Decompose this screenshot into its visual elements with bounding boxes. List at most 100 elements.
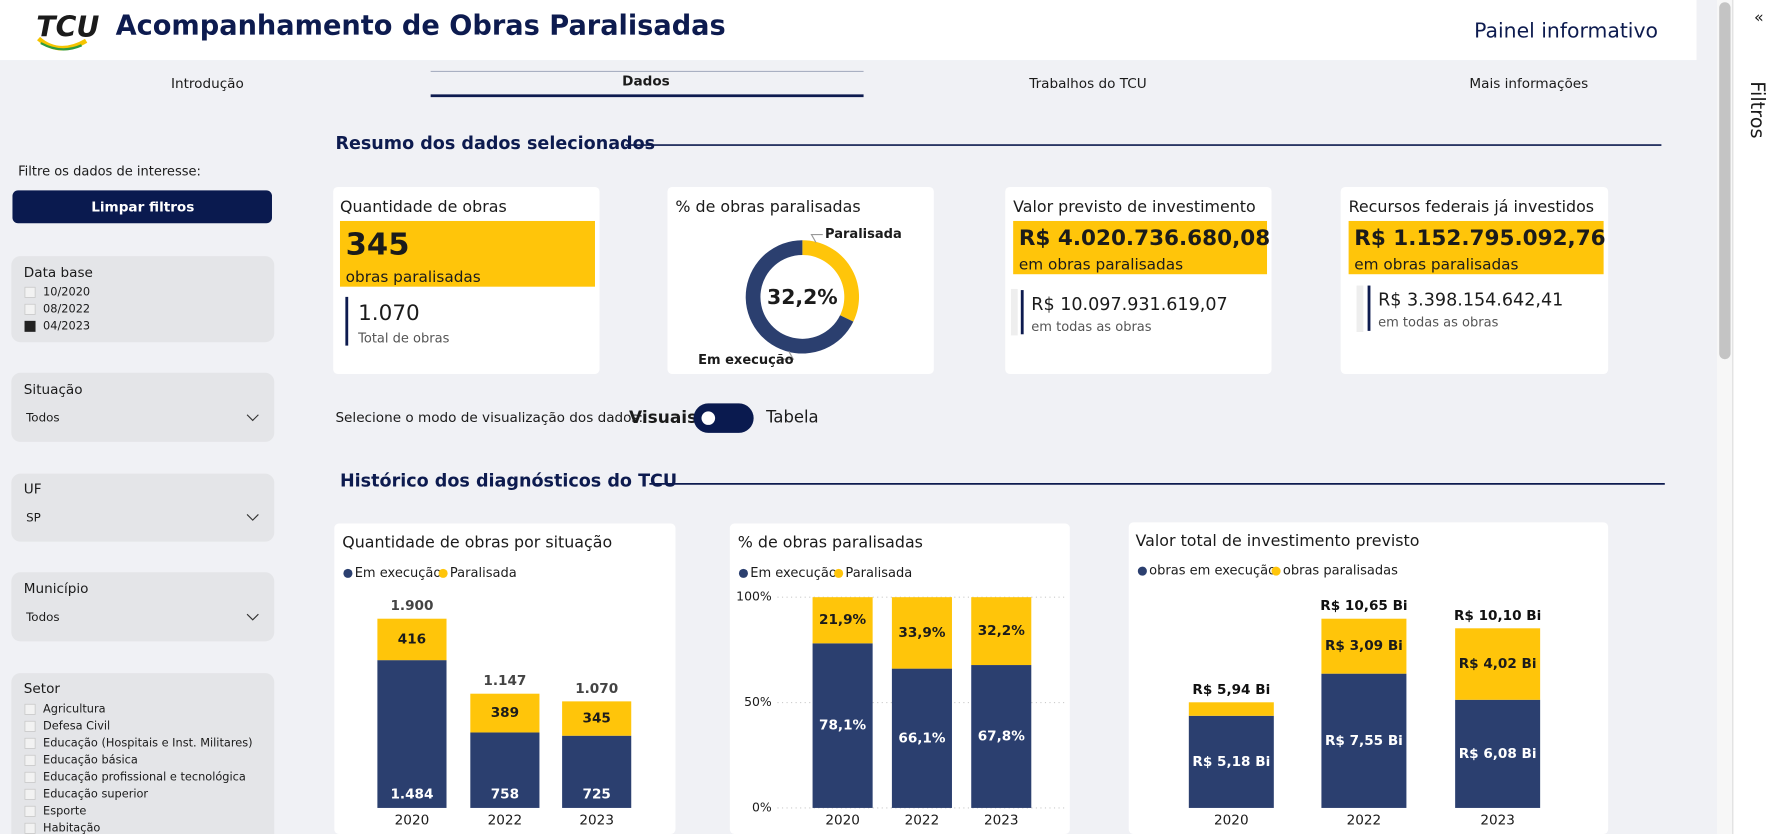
dropdown-value[interactable]: SP — [26, 510, 41, 524]
checkbox[interactable] — [24, 805, 36, 817]
data-label: 78,1% — [819, 718, 867, 734]
leader-line — [810, 233, 823, 243]
checkbox[interactable] — [24, 788, 36, 800]
x-tick-label: 2020 — [1214, 812, 1249, 828]
donut-center: 32,2% — [767, 285, 838, 309]
data-label: R$ 6,08 Bi — [1459, 746, 1537, 762]
total-value: R$ 3.398.154.642,41 — [1378, 290, 1563, 310]
data-label: 66,1% — [898, 730, 946, 746]
y-tick-label: 0% — [752, 799, 772, 814]
accent-shade — [1010, 288, 1018, 336]
dropdown-chevron[interactable] — [246, 613, 259, 621]
option-label[interactable]: Educação (Hospitais e Inst. Militares) — [43, 735, 252, 749]
option-label[interactable]: Habitação — [43, 820, 100, 834]
checkbox[interactable] — [24, 286, 36, 298]
data-label: 345 — [583, 711, 611, 727]
data-label: R$ 4,02 Bi — [1459, 656, 1537, 672]
filter-label: Situação — [24, 382, 83, 398]
total-label: R$ 10,65 Bi — [1320, 598, 1407, 614]
total-sub: em todas as obras — [1378, 315, 1499, 330]
view-toggle[interactable]: Visuais Tabela — [629, 403, 819, 433]
x-tick-label: 2020 — [825, 812, 860, 828]
option-label[interactable]: Educação superior — [43, 786, 148, 800]
checkbox[interactable] — [24, 771, 36, 783]
data-label: R$ 5,18 Bi — [1192, 754, 1270, 770]
legend-label: Paralisada — [845, 566, 912, 581]
option-label[interactable]: Agricultura — [43, 701, 106, 715]
total-label: 1.147 — [483, 673, 526, 689]
dropdown-chevron[interactable] — [246, 414, 259, 422]
filter-label: UF — [24, 482, 42, 498]
legend-swatch — [834, 568, 844, 578]
x-tick-label: 2023 — [984, 812, 1019, 828]
checkbox[interactable] — [24, 754, 36, 766]
checkbox[interactable] — [24, 303, 36, 315]
chart-title: % de obras paralisadas — [738, 532, 923, 551]
clear-button[interactable] — [12, 190, 272, 224]
tab[interactable]: Trabalhos do TCU — [1028, 76, 1146, 92]
slice-label: Em execução — [698, 353, 794, 368]
total-label: 1.900 — [390, 598, 433, 614]
card — [667, 186, 934, 374]
highlight-box — [1348, 220, 1604, 275]
legend-swatch — [1137, 566, 1147, 576]
checkbox[interactable] — [24, 737, 36, 749]
highlight-value: R$ 1.152.795.092,76 — [1354, 226, 1605, 251]
checkbox[interactable] — [24, 822, 36, 834]
x-tick-label: 2022 — [488, 812, 523, 828]
legend-label: Em execução — [355, 566, 442, 581]
logo: TCU — [36, 10, 99, 43]
bar-segment — [1321, 673, 1407, 808]
tab[interactable]: Dados — [622, 74, 670, 90]
collapse-icon[interactable]: « — [1754, 8, 1764, 27]
card-title: Valor previsto de investimento — [1013, 197, 1256, 216]
bar-segment — [470, 693, 540, 733]
bar-segment — [470, 732, 540, 808]
accent-shade — [1356, 285, 1364, 333]
bar-segment — [971, 665, 1032, 808]
toggle-knob[interactable] — [701, 411, 716, 425]
bar-segment — [562, 701, 632, 736]
data-label: 389 — [491, 705, 519, 721]
leader-line — [781, 350, 795, 360]
dropdown-chevron[interactable] — [246, 514, 259, 521]
scrollbar-thumb[interactable] — [1719, 2, 1731, 360]
section-title: Histórico dos diagnósticos do TCU — [340, 472, 677, 492]
bar-segment — [891, 597, 952, 669]
dropdown-value[interactable]: Todos — [25, 411, 60, 425]
y-tick-label: 50% — [744, 694, 772, 709]
toggle-option[interactable]: Tabela — [765, 408, 819, 427]
checkbox[interactable] — [24, 320, 36, 332]
legend-swatch — [438, 568, 448, 578]
data-label: 416 — [398, 631, 426, 647]
option-label[interactable]: Educação profissional e tecnológica — [43, 769, 246, 783]
dropdown-value[interactable]: Todos — [25, 610, 60, 624]
option-label[interactable]: 04/2023 — [43, 318, 90, 332]
toggle-switch[interactable] — [693, 403, 754, 433]
option-label[interactable]: 08/2022 — [43, 301, 90, 315]
tab[interactable]: Introdução — [171, 76, 244, 92]
legend-swatch — [1271, 566, 1281, 576]
highlight-box — [1013, 220, 1268, 275]
toggle-option[interactable]: Visuais — [629, 408, 697, 428]
section-title: Resumo dos dados selecionados — [335, 134, 655, 154]
filter-box — [11, 256, 275, 343]
option-label[interactable]: Esporte — [43, 803, 86, 817]
highlight-sub: em obras paralisadas — [1019, 256, 1183, 274]
option-label[interactable]: Educação básica — [43, 752, 138, 766]
highlight-value: 345 — [346, 227, 410, 262]
option-label[interactable]: Defesa Civil — [43, 718, 110, 732]
filter-options: 10/2020 08/2022 04/2023 — [24, 284, 90, 332]
checkbox[interactable] — [24, 703, 36, 715]
toggle-prompt: Selecione o modo de visualização dos dad… — [335, 410, 643, 426]
x-tick-label: 2022 — [905, 812, 940, 828]
option-label[interactable]: 10/2020 — [43, 284, 90, 298]
tab[interactable]: Mais informações — [1469, 76, 1588, 92]
history-charts: Quantidade de obras por situação Em execu… — [334, 522, 1609, 834]
filter-panel-label[interactable]: Filtros — [1746, 81, 1769, 138]
total-value: R$ 10.097.931.619,07 — [1031, 295, 1227, 315]
checkbox[interactable] — [24, 720, 36, 732]
clear-button-label[interactable]: Limpar filtros — [91, 199, 194, 215]
bar-segment — [891, 668, 952, 808]
